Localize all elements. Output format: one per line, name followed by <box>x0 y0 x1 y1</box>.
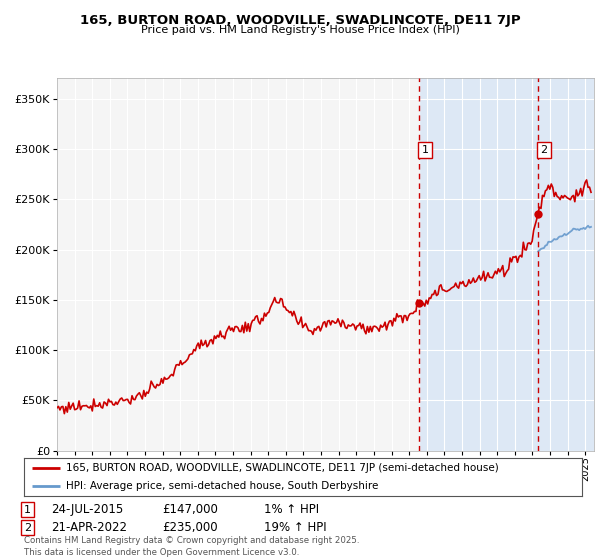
Text: £235,000: £235,000 <box>162 521 218 534</box>
Text: Price paid vs. HM Land Registry's House Price Index (HPI): Price paid vs. HM Land Registry's House … <box>140 25 460 35</box>
Text: 21-APR-2022: 21-APR-2022 <box>51 521 127 534</box>
Text: 165, BURTON ROAD, WOODVILLE, SWADLINCOTE, DE11 7JP: 165, BURTON ROAD, WOODVILLE, SWADLINCOTE… <box>80 14 520 27</box>
Text: 19% ↑ HPI: 19% ↑ HPI <box>264 521 326 534</box>
Text: 1: 1 <box>24 505 31 515</box>
Bar <box>57 78 419 451</box>
Text: HPI: Average price, semi-detached house, South Derbyshire: HPI: Average price, semi-detached house,… <box>66 480 378 491</box>
Text: 1% ↑ HPI: 1% ↑ HPI <box>264 503 319 516</box>
Text: £147,000: £147,000 <box>162 503 218 516</box>
Text: 24-JUL-2015: 24-JUL-2015 <box>51 503 123 516</box>
Text: 165, BURTON ROAD, WOODVILLE, SWADLINCOTE, DE11 7JP (semi-detached house): 165, BURTON ROAD, WOODVILLE, SWADLINCOTE… <box>66 463 499 473</box>
Text: Contains HM Land Registry data © Crown copyright and database right 2025.
This d: Contains HM Land Registry data © Crown c… <box>24 536 359 557</box>
Text: 2: 2 <box>24 522 31 533</box>
Text: 2: 2 <box>541 145 548 155</box>
Text: 1: 1 <box>422 145 428 155</box>
